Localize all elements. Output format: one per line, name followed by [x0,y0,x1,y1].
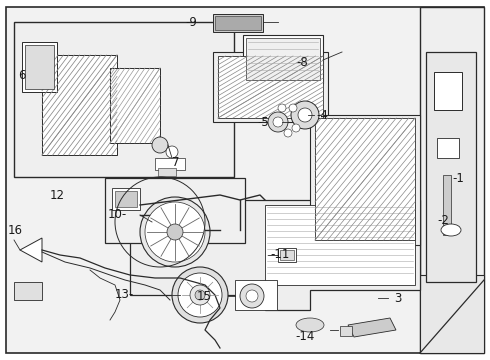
Text: 10-: 10- [108,207,127,220]
Circle shape [166,146,178,158]
Bar [310,115,420,245]
Bar [115,191,137,207]
Bar [14,22,234,177]
Bar [437,138,459,158]
Circle shape [140,197,210,267]
Circle shape [145,202,205,262]
Bar [110,68,160,143]
Bar [155,158,185,170]
Circle shape [195,290,205,300]
Bar [215,16,261,30]
Bar [246,38,320,80]
Text: 12: 12 [50,189,65,202]
Text: 16: 16 [8,224,23,237]
Circle shape [246,290,258,302]
Bar [213,52,328,122]
Circle shape [190,285,210,305]
Text: 13-: 13- [115,288,134,302]
Bar [158,168,176,176]
Bar [340,326,352,336]
Text: -1: -1 [452,171,464,185]
Bar [420,7,484,353]
Bar [25,45,54,89]
Text: -2: -2 [437,213,449,226]
Bar [105,178,245,243]
Bar [218,56,323,118]
Bar [14,282,42,300]
Circle shape [298,108,312,122]
Circle shape [268,112,288,132]
Circle shape [291,101,319,129]
Bar [426,52,476,282]
Polygon shape [348,318,396,337]
Ellipse shape [441,224,461,236]
Circle shape [152,137,168,153]
Bar [265,205,415,285]
Text: -9: -9 [185,15,197,28]
Text: -5: -5 [257,116,269,129]
Text: 3: 3 [394,292,401,305]
Bar [42,55,117,155]
Bar [278,248,296,262]
Bar [112,188,140,210]
Polygon shape [20,238,42,262]
Text: 15: 15 [197,289,212,302]
Text: 6: 6 [18,68,25,81]
Polygon shape [130,200,420,310]
Bar [434,72,462,110]
Polygon shape [420,275,484,353]
Bar [443,175,451,235]
Circle shape [167,224,183,240]
Text: 7: 7 [172,156,179,168]
Circle shape [278,104,286,112]
Bar [22,42,57,92]
Circle shape [292,124,300,132]
Circle shape [284,129,292,137]
Circle shape [273,117,283,127]
Text: -4: -4 [316,108,328,122]
Bar [213,14,263,32]
Bar [280,250,294,260]
Bar [235,280,277,310]
Bar [315,118,415,240]
Text: -11: -11 [270,248,290,261]
Text: -14: -14 [295,329,315,342]
Bar [243,35,323,83]
Circle shape [240,284,264,308]
Circle shape [178,273,222,317]
Circle shape [289,104,297,112]
Text: -8: -8 [296,55,308,68]
Circle shape [172,267,228,323]
Ellipse shape [296,318,324,332]
